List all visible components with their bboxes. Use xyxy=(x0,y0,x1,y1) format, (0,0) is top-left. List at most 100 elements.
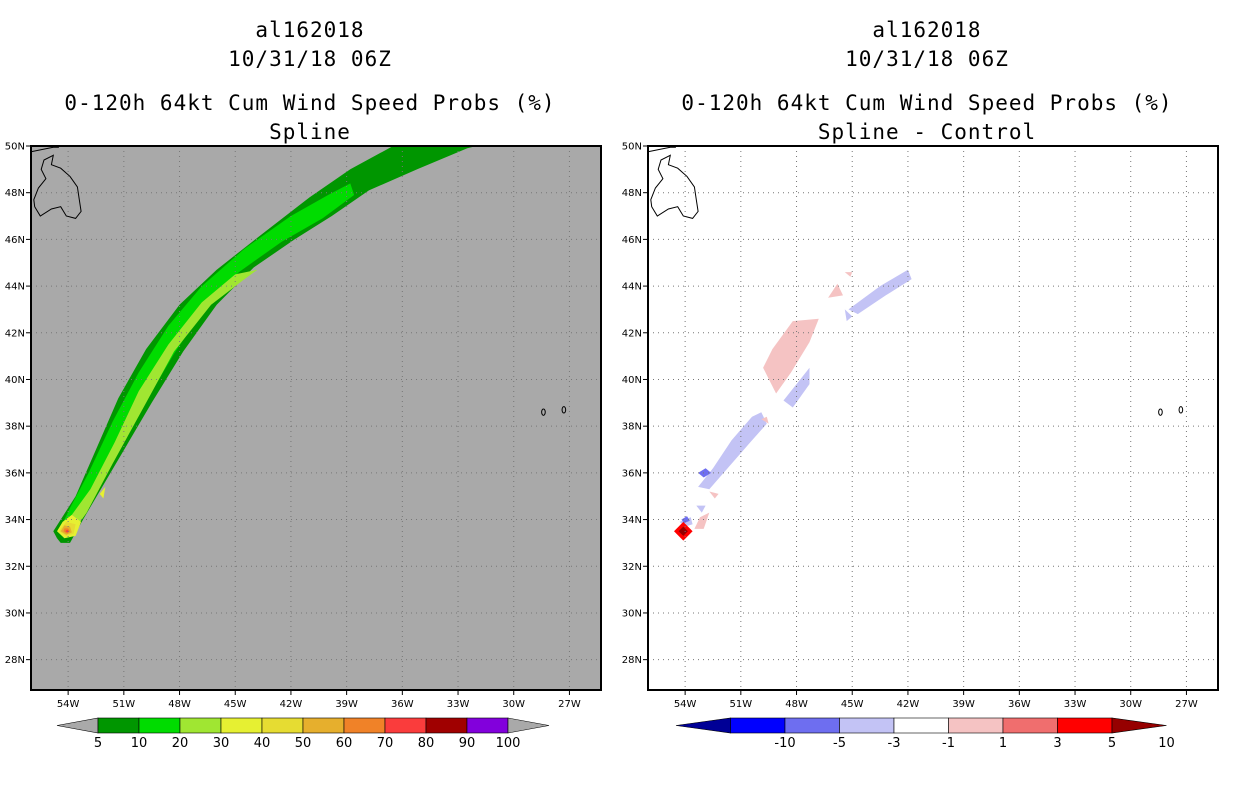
right-x-tick-label-0: 54W xyxy=(674,699,697,710)
right-y-tick-label-6: 40N xyxy=(622,375,642,386)
right-contour-level-m3-3 xyxy=(844,309,853,322)
left-colorbar-swatch-2 xyxy=(179,717,222,734)
right-chart-subtitle: Spline - Control xyxy=(817,120,1037,144)
right-colorbar-swatch-4 xyxy=(948,717,1004,734)
left-azores-island-0 xyxy=(541,408,546,416)
left-contours xyxy=(53,146,477,543)
left-x-tick-label-7: 33W xyxy=(447,699,470,710)
left-colorbar-label-0: 5 xyxy=(94,736,102,751)
right-contour-level-m3-2 xyxy=(848,269,912,315)
left-colorbar-label-3: 30 xyxy=(213,736,230,751)
left-chart-title: 0-120h 64kt Cum Wind Speed Probs (%) xyxy=(64,91,556,115)
left-y-tick-label-2: 32N xyxy=(5,562,25,573)
right-chart-group: 54W 51W 48W 45W 42W 39W 36W 33W 30W 27W 28N 30N 32N 3… xyxy=(622,142,1219,751)
left-colorbar-label-9: 90 xyxy=(459,736,476,751)
right-contour-level-m3-1 xyxy=(783,367,810,408)
left-colorbar-swatch-5 xyxy=(302,717,345,734)
right-x-tick-label-9: 27W xyxy=(1175,699,1198,710)
right-colorbar-label-0: -10 xyxy=(774,736,795,751)
left-colorbar-label-1: 10 xyxy=(131,736,148,751)
right-colorbar-swatch-5 xyxy=(1002,717,1058,734)
left-colorbar-label-2: 20 xyxy=(172,736,189,751)
left-plot-frame xyxy=(30,145,602,691)
left-colorbar-swatch-9 xyxy=(466,717,509,734)
right-x-tick-label-7: 33W xyxy=(1064,699,1087,710)
left-y-tick-label-9: 46N xyxy=(5,235,25,246)
right-contour-level-m3-4 xyxy=(696,505,706,513)
left-y-tick-label-4: 36N xyxy=(5,468,25,479)
left-x-tick-label-6: 36W xyxy=(391,699,414,710)
right-colorbar-swatch-6 xyxy=(1057,717,1113,734)
right-azores-island-1 xyxy=(1178,406,1184,414)
right-x-tick-label-4: 42W xyxy=(897,699,920,710)
right-contours xyxy=(674,269,912,541)
right-colorbar-label-3: -1 xyxy=(942,736,955,751)
right-colorbar-label-1: -5 xyxy=(833,736,846,751)
left-colorbar-label-5: 50 xyxy=(295,736,312,751)
left-storm-id: al162018 xyxy=(255,18,365,42)
left-newfoundland-outline xyxy=(33,154,82,219)
left-colorbar-label-4: 40 xyxy=(254,736,271,751)
left-colorbar-swatch-1 xyxy=(138,717,181,734)
right-colorbar-swatch-0 xyxy=(730,717,786,734)
right-storm-id: al162018 xyxy=(872,18,982,42)
right-y-tick-label-11: 50N xyxy=(622,142,642,153)
right-colorbar-swatch-1 xyxy=(784,717,840,734)
right-x-tick-label-5: 39W xyxy=(952,699,975,710)
right-colorbar-swatch-2 xyxy=(839,717,895,734)
right-contour-level-1-10 xyxy=(844,272,853,277)
left-colorbar-label-7: 70 xyxy=(377,736,394,751)
right-contour-level-1-8 xyxy=(763,318,819,394)
left-chart-subtitle: Spline xyxy=(269,120,351,144)
right-y-tick-label-2: 32N xyxy=(622,562,642,573)
left-y-tick-label-0: 28N xyxy=(5,655,25,666)
left-colorbar-swatch-0 xyxy=(97,717,140,734)
right-date: 10/31/18 06Z xyxy=(845,47,1009,71)
left-x-tick-label-8: 30W xyxy=(502,699,525,710)
left-colorbar-label-6: 60 xyxy=(336,736,353,751)
right-colorbar-swatch-3 xyxy=(893,717,949,734)
left-y-tick-label-10: 48N xyxy=(5,188,25,199)
left-colorbar-high-triangle xyxy=(507,717,550,734)
left-y-tick-label-3: 34N xyxy=(5,515,25,526)
right-colorbar-label-7: 10 xyxy=(1158,736,1175,751)
right-y-tick-label-9: 46N xyxy=(622,235,642,246)
left-y-tick-label-8: 44N xyxy=(5,282,25,293)
right-contour-level-m5-6 xyxy=(698,468,712,478)
right-x-tick-label-2: 48W xyxy=(785,699,808,710)
right-x-tick-label-1: 51W xyxy=(730,699,753,710)
right-contour-level-m3-0 xyxy=(698,412,767,490)
right-y-tick-label-1: 30N xyxy=(622,608,642,619)
right-colorbar-label-4: 1 xyxy=(999,736,1007,751)
right-colorbar-label-5: 3 xyxy=(1053,736,1061,751)
left-azores-island-1 xyxy=(561,406,567,414)
left-colorbar-label-10: 100 xyxy=(496,736,521,751)
right-plot-frame xyxy=(647,145,1219,691)
right-contour-level-1-13 xyxy=(694,512,710,529)
right-newfoundland-outline xyxy=(650,154,699,219)
right-y-tick-label-4: 36N xyxy=(622,468,642,479)
left-x-tick-label-2: 48W xyxy=(168,699,191,710)
right-azores-island-0 xyxy=(1158,408,1163,416)
left-y-tick-label-7: 42N xyxy=(5,328,25,339)
left-colorbar-label-8: 80 xyxy=(418,736,435,751)
right-contour-level-10-15 xyxy=(678,526,688,536)
right-y-tick-label-3: 34N xyxy=(622,515,642,526)
left-contour-level-30-4 xyxy=(99,486,106,499)
right-contour-level-1-12 xyxy=(709,491,719,499)
left-labrador-coast xyxy=(30,146,59,153)
right-colorbar-low-triangle xyxy=(675,717,731,734)
left-x-tick-label-4: 42W xyxy=(280,699,303,710)
left-x-tick-label-0: 54W xyxy=(57,699,80,710)
left-y-tick-label-5: 38N xyxy=(5,422,25,433)
left-x-tick-label-1: 51W xyxy=(113,699,136,710)
right-contour-level-m5-7 xyxy=(681,516,690,524)
right-colorbar-high-triangle xyxy=(1111,717,1167,734)
right-colorbar-label-2: -3 xyxy=(888,736,901,751)
right-colorbar-label-6: 5 xyxy=(1108,736,1116,751)
left-colorbar: 5 10 20 30 40 50 60 70 80 90 100 xyxy=(56,717,550,751)
left-colorbar-swatch-8 xyxy=(425,717,468,734)
left-colorbar-low-triangle xyxy=(56,717,99,734)
right-plot-background xyxy=(648,146,1218,690)
left-colorbar-swatch-3 xyxy=(220,717,263,734)
